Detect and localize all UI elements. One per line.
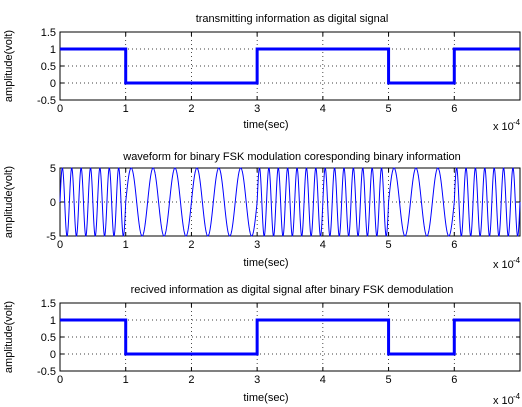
- x-tick-label: 4: [320, 103, 326, 115]
- chart-title: waveform for binary FSK modulation cores…: [122, 151, 461, 163]
- x-tick-label: 6: [451, 374, 457, 386]
- x-tick-label: 3: [254, 374, 260, 386]
- x-tick-label: 4: [320, 239, 326, 251]
- series-line: [60, 47, 520, 85]
- x-axis-label: time(sec): [243, 392, 288, 404]
- x-tick-label: 2: [188, 103, 194, 115]
- y-tick-label: 1.5: [41, 27, 56, 39]
- x-tick-label: 6: [451, 103, 457, 115]
- y-tick-label: -0.5: [37, 366, 56, 378]
- series-line: [59, 167, 521, 237]
- y-axis-label: amplitude(volt): [3, 301, 15, 373]
- x-tick-label: 0: [57, 239, 63, 251]
- y-tick-label: 0: [50, 197, 56, 209]
- x-tick-label: 4: [320, 374, 326, 386]
- x-axis-exponent: -4: [513, 256, 521, 265]
- x-tick-label: 5: [386, 374, 392, 386]
- x-tick-label: 1: [123, 103, 129, 115]
- x-tick-label: 6: [451, 239, 457, 251]
- x-tick-label: 3: [254, 103, 260, 115]
- y-tick-label: 0: [50, 349, 56, 361]
- y-tick-label: 1.5: [41, 298, 56, 310]
- x-tick-label: 2: [188, 239, 194, 251]
- x-tick-label: 5: [386, 103, 392, 115]
- x-tick-label: 2: [188, 374, 194, 386]
- x-axis-label: time(sec): [243, 257, 288, 269]
- x-axis-label: time(sec): [243, 119, 288, 131]
- y-axis-label: amplitude(volt): [3, 166, 15, 238]
- chart-title: transmitting information as digital sign…: [196, 13, 389, 25]
- x-tick-label: 5: [386, 239, 392, 251]
- x-axis-multiplier: x 10: [493, 121, 514, 133]
- y-tick-label: 0.5: [41, 332, 56, 344]
- y-tick-label: -0.5: [37, 95, 56, 107]
- x-tick-label: 1: [123, 374, 129, 386]
- x-axis-multiplier: x 10: [493, 259, 514, 271]
- y-tick-label: -5: [46, 231, 56, 243]
- x-tick-label: 0: [57, 103, 63, 115]
- y-axis-label: amplitude(volt): [3, 30, 15, 102]
- y-tick-label: 1: [50, 44, 56, 56]
- chart-title: recived information as digital signal af…: [131, 284, 454, 296]
- x-axis-exponent: -4: [513, 392, 521, 401]
- y-tick-label: 0.5: [41, 61, 56, 73]
- x-tick-label: 3: [254, 239, 260, 251]
- y-tick-label: 0: [50, 78, 56, 90]
- y-tick-label: 5: [50, 163, 56, 175]
- x-tick-label: 0: [57, 374, 63, 386]
- x-axis-exponent: -4: [513, 118, 521, 127]
- x-tick-label: 1: [123, 239, 129, 251]
- x-axis-multiplier: x 10: [493, 395, 514, 407]
- y-tick-label: 1: [50, 315, 56, 327]
- series-line: [60, 318, 520, 356]
